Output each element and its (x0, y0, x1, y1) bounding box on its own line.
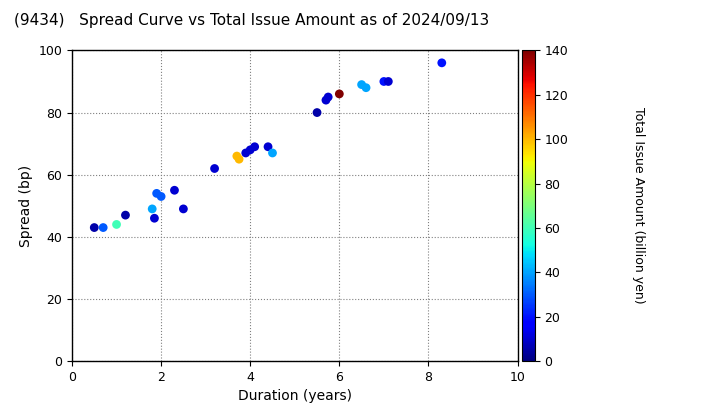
Point (148, 215, 160, 222)
Point (233, 156, 245, 163)
Point (97, 224, 109, 231)
Point (382, 78, 394, 85)
Point (111, 221, 122, 228)
Point (151, 190, 163, 197)
Point (156, 193, 167, 200)
Point (262, 143, 274, 150)
Point (245, 147, 256, 153)
Point (231, 153, 243, 160)
Point (89, 224, 100, 231)
Text: (9434)   Spread Curve vs Total Issue Amount as of 2024/09/13: (9434) Spread Curve vs Total Issue Amoun… (14, 13, 490, 28)
Point (120, 212, 131, 218)
Point (311, 109, 323, 116)
Point (266, 150, 278, 156)
Y-axis label: Total Issue Amount (billion yen): Total Issue Amount (billion yen) (632, 108, 645, 304)
Point (240, 150, 251, 156)
Point (178, 205, 189, 212)
Point (436, 60, 448, 66)
Point (249, 143, 261, 150)
Point (323, 94, 334, 100)
Point (356, 81, 367, 88)
Point (168, 187, 180, 194)
Point (320, 97, 332, 103)
Point (360, 84, 372, 91)
Point (378, 78, 390, 85)
Point (146, 205, 158, 212)
X-axis label: Duration (years): Duration (years) (238, 389, 352, 404)
Point (333, 91, 345, 97)
Point (209, 165, 220, 172)
Y-axis label: Spread (bp): Spread (bp) (19, 165, 33, 247)
